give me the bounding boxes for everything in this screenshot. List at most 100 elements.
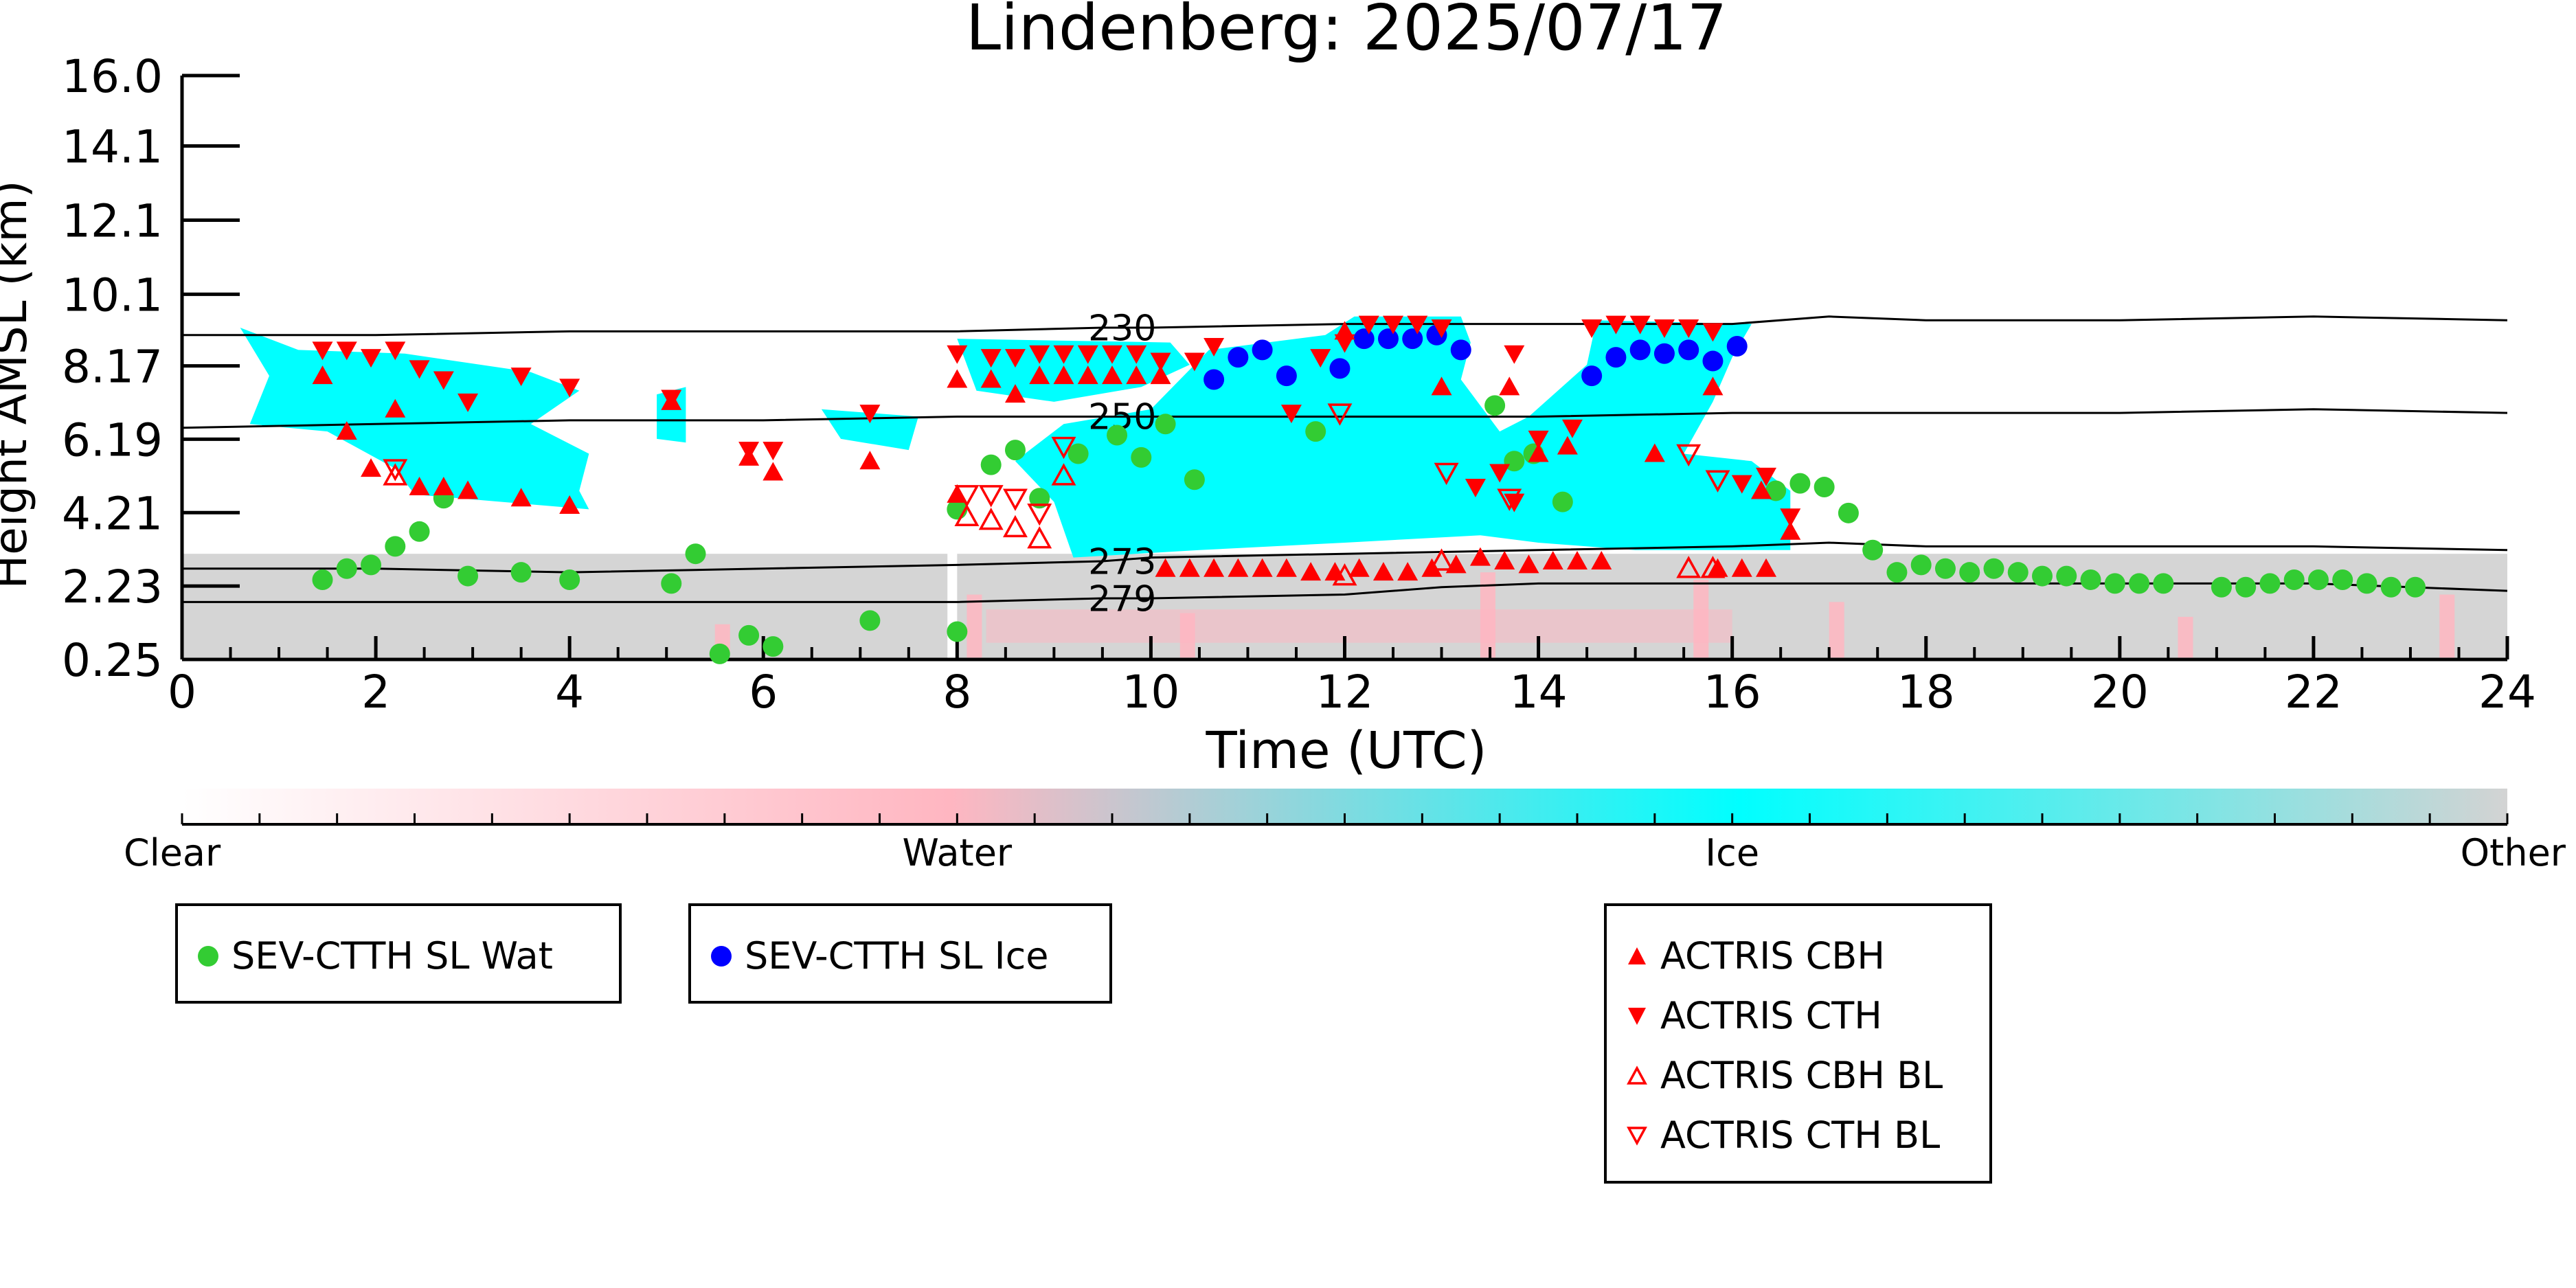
data-point (978, 508, 1004, 530)
data-point (1051, 463, 1076, 486)
data-point (559, 569, 580, 590)
data-point (1705, 470, 1730, 493)
data-point (2380, 576, 2402, 598)
y-axis-label: Height AMSL (km) (0, 181, 37, 589)
data-point (1150, 352, 1171, 372)
data-point (2259, 573, 2281, 594)
data-point (1518, 554, 1539, 574)
isotherm-label: 279 (1088, 578, 1156, 620)
data-point (1131, 447, 1152, 468)
ice-region (657, 387, 686, 443)
data-point (954, 504, 980, 526)
data-point (1765, 480, 1787, 501)
data-point (762, 636, 784, 657)
data-point (1383, 315, 1404, 335)
filled-triangle-down-icon (1628, 1008, 1646, 1025)
data-point (2211, 576, 2232, 598)
data-point (1581, 365, 1603, 387)
legend-sev-ice: SEV-CTTH SL Ice (688, 903, 1112, 1004)
data-point (1228, 558, 1249, 577)
data-point (1358, 315, 1379, 335)
data-point (510, 562, 532, 583)
data-point (1305, 421, 1326, 442)
y-tick-label: 10.1 (62, 269, 163, 321)
data-point (1750, 480, 1772, 499)
data-point (1107, 425, 1128, 446)
data-point (1228, 347, 1249, 368)
data-point (980, 349, 1002, 368)
data-point (1756, 558, 1777, 577)
data-point (1102, 365, 1122, 385)
data-point (383, 459, 408, 482)
data-point (1700, 556, 1726, 578)
data-point (1504, 345, 1525, 364)
data-point (1029, 365, 1050, 385)
data-point (409, 477, 430, 496)
data-point (1204, 337, 1225, 357)
data-point (1504, 451, 1525, 472)
data-point (336, 421, 357, 440)
data-point (980, 369, 1002, 388)
legend-label: ACTRIS CTH (1660, 994, 1882, 1037)
data-point (2007, 562, 2029, 583)
data-point (1465, 479, 1486, 498)
data-point (980, 454, 1002, 475)
data-point (1552, 491, 1573, 512)
data-point (1004, 384, 1026, 403)
plot-axes: 0 2 4 6 8 10 12 14 16 18 20 22 240.252.234.216.198.1… (62, 50, 2536, 719)
legend-sev-water: SEV-CTTH SL Wat (175, 903, 622, 1004)
data-point (1150, 365, 1171, 385)
data-point (1489, 464, 1511, 483)
data-point (1179, 558, 1200, 577)
data-point (1067, 443, 1089, 464)
data-point (738, 624, 760, 646)
legend-actris: ACTRIS CBH ACTRIS CTH ACTRIS CBH BL ACTR… (1604, 903, 1992, 1184)
data-point (1407, 315, 1428, 335)
data-point (1077, 345, 1098, 364)
data-point (1184, 352, 1205, 372)
data-point (2129, 573, 2150, 594)
data-point (1280, 405, 1302, 424)
data-point (1756, 467, 1777, 486)
data-point (1310, 349, 1331, 368)
data-point (385, 398, 406, 418)
data-point (1353, 328, 1375, 350)
data-point (559, 495, 580, 515)
data-point (1051, 436, 1076, 460)
data-point (1814, 477, 1835, 498)
x-tick-label: 14 (1510, 666, 1568, 719)
x-tick-label: 2 (361, 666, 390, 719)
data-point (1126, 345, 1147, 364)
ice-region (240, 327, 589, 510)
data-point (1431, 376, 1452, 396)
data-point (685, 543, 706, 565)
legend-label: SEV-CTTH SL Wat (231, 934, 553, 978)
data-point (457, 565, 479, 587)
data-point (1591, 550, 1612, 569)
data-point (1542, 550, 1563, 569)
data-point (361, 554, 382, 576)
data-point (1332, 563, 1357, 586)
x-tick-label: 18 (1897, 666, 1955, 719)
data-point (510, 368, 532, 387)
data-point (361, 458, 382, 477)
data-point (1053, 345, 1074, 364)
data-point (1934, 558, 1956, 579)
data-point (1204, 558, 1225, 577)
data-point (1029, 488, 1050, 509)
data-point (457, 480, 479, 499)
data-point (1644, 443, 1665, 462)
data-point (2104, 573, 2125, 594)
data-point (1372, 562, 1394, 581)
data-point (1300, 562, 1322, 581)
filled-triangle-up-icon (1628, 947, 1646, 964)
data-point (1678, 319, 1699, 338)
data-point (361, 349, 382, 368)
y-tick-label: 8.17 (62, 341, 163, 394)
data-point (1397, 562, 1419, 581)
data-point (336, 341, 357, 361)
data-point (1653, 343, 1675, 364)
data-point (1910, 554, 1932, 576)
data-point (1959, 562, 1980, 583)
